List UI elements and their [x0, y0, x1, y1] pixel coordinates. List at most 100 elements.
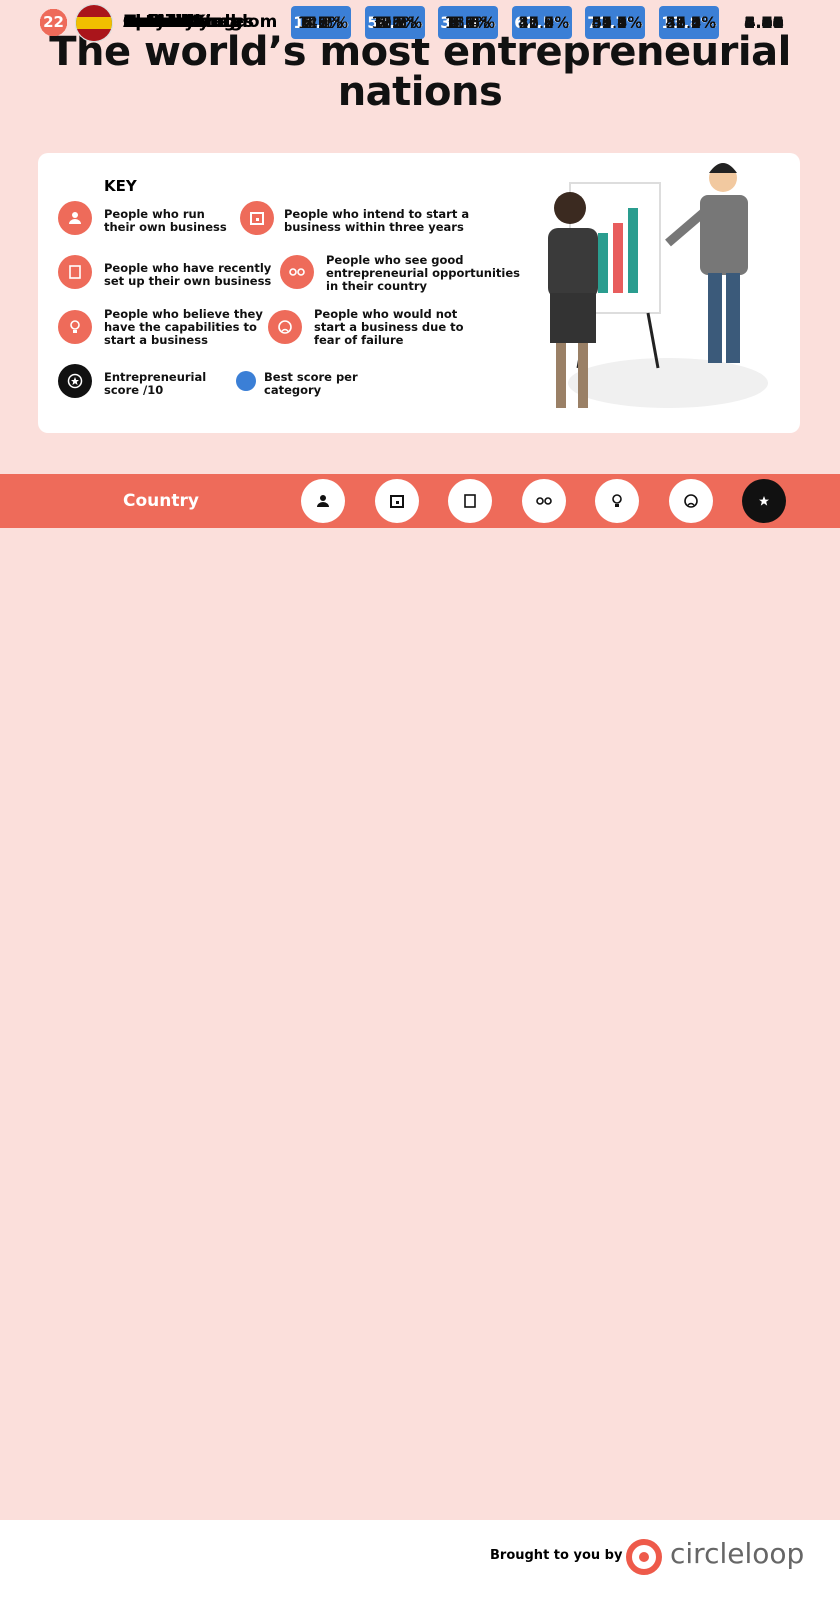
column-icon: [522, 479, 566, 523]
key-icon: [268, 310, 302, 344]
cell: 15.6%: [444, 13, 496, 32]
country: Norway: [123, 12, 196, 32]
cell: 40.9%: [518, 13, 570, 32]
country: Russia: [123, 12, 186, 32]
cell: 4.8%: [449, 13, 491, 32]
cell: 2.2%: [302, 13, 344, 32]
cell: 1.9%: [449, 13, 491, 32]
cell: 28.4%: [665, 13, 717, 32]
cell: 26.7%: [518, 13, 570, 32]
cell: 48.3%: [665, 13, 717, 32]
cell: 56.4%: [591, 13, 643, 32]
cell: 4.1%: [376, 13, 418, 32]
cell: 60.0%: [591, 13, 643, 32]
cell: 4.5%: [376, 13, 418, 32]
cell: 6.5%: [302, 13, 344, 32]
cell: 7.6%: [449, 13, 491, 32]
score: 4.80: [744, 13, 784, 32]
country: Slovenia: [123, 12, 205, 32]
cell: 11.5%: [444, 13, 496, 32]
cell: 27.3%: [518, 13, 570, 32]
cell: 55.6%: [591, 13, 643, 32]
key-label: People who believe they have the capabil…: [104, 307, 263, 347]
score: 3.46: [744, 13, 784, 32]
score: 3.26: [744, 13, 784, 32]
cell: 36.0%: [518, 13, 570, 32]
column-header: Country: [123, 491, 199, 511]
cell: 13.8%: [371, 13, 423, 32]
cell: 64.8%: [591, 13, 643, 32]
score: 4.45: [744, 13, 784, 32]
column-icon: [448, 479, 492, 523]
flag-stripe: [76, 17, 112, 29]
cell: 38.2%: [665, 13, 717, 32]
cell: 3.6%: [302, 13, 344, 32]
cell: 71.7%: [585, 6, 645, 39]
cell: 5.6%: [376, 13, 418, 32]
cell: 6.7%: [302, 13, 344, 32]
country: Greece: [123, 12, 191, 32]
key-icon: [58, 364, 92, 398]
cell: 8.3%: [376, 13, 418, 32]
country: Canada: [123, 12, 195, 32]
cell: 11.1%: [297, 13, 349, 32]
cell: 6.8%: [376, 13, 418, 32]
cell: 41.6%: [665, 13, 717, 32]
cell: 7.0%: [302, 13, 344, 32]
cell: 34.5%: [591, 13, 643, 32]
key-icon: [240, 201, 274, 235]
illustration: [548, 163, 768, 408]
credit: Brought to you by: [490, 1548, 623, 1563]
cell: 13.8%: [659, 6, 719, 39]
cell: 4.7%: [376, 13, 418, 32]
key-icon: [58, 310, 92, 344]
cell: 8.5%: [449, 13, 491, 32]
country: Poland: [123, 12, 189, 32]
country: Latvia: [123, 12, 182, 32]
column-icon: [375, 479, 419, 523]
cell: 7.0%: [302, 13, 344, 32]
cell: 6.5%: [302, 13, 344, 32]
key-box: KEY People who run their own business Pe…: [38, 153, 800, 433]
cell: 7.3%: [302, 13, 344, 32]
cell: 42.3%: [665, 13, 717, 32]
cell: 5.5%: [302, 13, 344, 32]
cell: 50.6%: [365, 6, 425, 39]
cell: 7.8%: [302, 13, 344, 32]
cell: 45.7%: [591, 13, 643, 32]
flag: [75, 4, 113, 42]
country: Slovakia: [123, 12, 204, 32]
column-icon: [742, 479, 786, 523]
cell: 7.8%: [449, 13, 491, 32]
key-label: Entrepreneurial score /10: [104, 370, 207, 397]
cell: 54.5%: [591, 13, 643, 32]
key-label: People who intend to start a business wi…: [284, 207, 470, 234]
cell: 5.2%: [449, 13, 491, 32]
cell: 60.8%: [591, 13, 643, 32]
cell: 8.6%: [449, 13, 491, 32]
cell: 8.2%: [376, 13, 418, 32]
cell: 41.2%: [665, 13, 717, 32]
score: 6.59: [744, 13, 784, 32]
cell: 8.5%: [449, 13, 491, 32]
flag-stripe: [76, 29, 112, 41]
cell: 6.0%: [302, 13, 344, 32]
score: 2.56: [744, 13, 784, 32]
score: 3.40: [744, 13, 784, 32]
country: Luxembourg: [123, 12, 243, 32]
cell: 7.3%: [376, 13, 418, 32]
key-icon: [58, 201, 92, 235]
cell: 4.2%: [302, 13, 344, 32]
cell: 11.1%: [371, 13, 423, 32]
country: Sweden: [123, 12, 199, 32]
country: Italy: [123, 12, 166, 32]
cell: 37.7%: [591, 13, 643, 32]
score: 4.30: [744, 13, 784, 32]
rank-badge: 22: [40, 9, 67, 36]
country: United Kingdom: [123, 12, 278, 32]
cell: 33.4%: [518, 13, 570, 32]
cell: 52.0%: [665, 13, 717, 32]
key-label: People who would not start a business du…: [314, 307, 464, 347]
score: 4.44: [744, 13, 784, 32]
